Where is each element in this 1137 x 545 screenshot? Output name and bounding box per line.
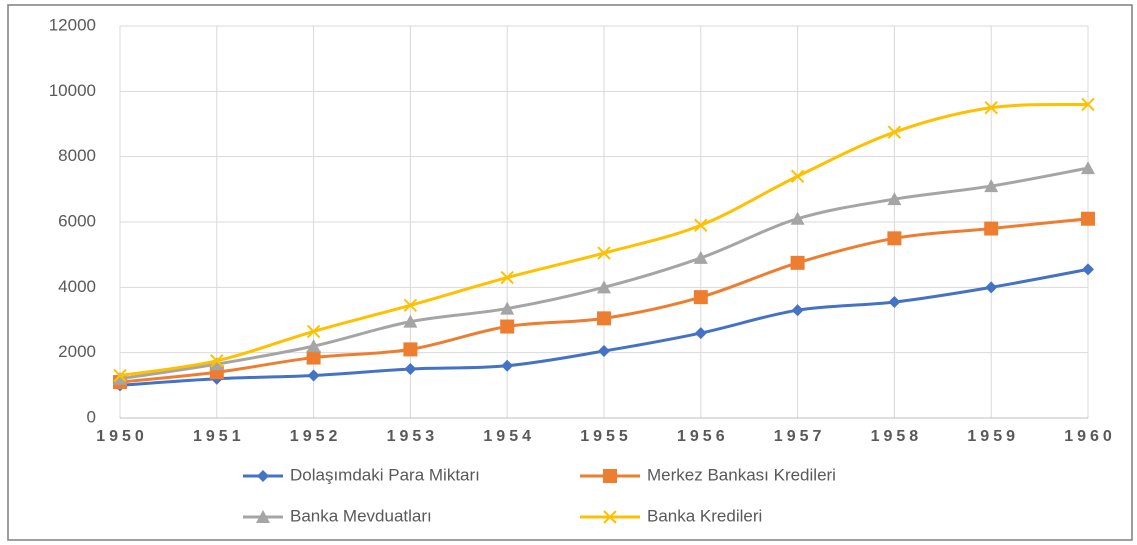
- y-tick-label: 4000: [58, 277, 96, 296]
- marker: [984, 221, 999, 236]
- x-tick-label: 1959: [967, 428, 1019, 445]
- marker: [500, 301, 515, 315]
- y-tick-label: 8000: [58, 146, 96, 165]
- marker: [887, 192, 902, 206]
- marker: [597, 311, 611, 326]
- marker: [307, 369, 320, 382]
- legend-label: Banka Kredileri: [647, 506, 762, 525]
- x-tick-label: 1951: [193, 428, 245, 445]
- y-tick-label: 10000: [49, 81, 96, 100]
- marker: [209, 357, 224, 371]
- x-tick-label: 1956: [677, 428, 729, 445]
- marker: [693, 290, 708, 305]
- marker: [694, 327, 707, 340]
- legend-marker: [257, 470, 269, 482]
- x-tick-label: 1955: [580, 428, 632, 445]
- marker: [403, 314, 418, 328]
- marker: [113, 371, 127, 385]
- marker: [984, 179, 999, 193]
- legend-label: Dolaşımdaki Para Miktarı: [290, 465, 480, 484]
- y-tick-label: 2000: [58, 342, 96, 361]
- marker: [984, 100, 998, 115]
- x-tick-label: 1954: [483, 428, 535, 445]
- legend-label: Banka Mevduatları: [290, 506, 432, 525]
- marker: [500, 319, 515, 334]
- marker: [500, 270, 514, 285]
- marker: [985, 281, 998, 294]
- marker: [597, 246, 611, 260]
- marker: [306, 339, 321, 353]
- marker: [693, 250, 708, 264]
- marker: [113, 368, 127, 383]
- legend-marker: [256, 510, 270, 523]
- marker: [306, 324, 321, 339]
- y-tick-label: 6000: [58, 211, 96, 230]
- marker: [791, 304, 804, 317]
- x-tick-label: 1952: [290, 428, 342, 445]
- chart-border: [7, 4, 1133, 541]
- marker: [887, 231, 902, 246]
- marker: [403, 298, 418, 313]
- marker: [404, 363, 417, 375]
- legend-marker: [603, 510, 617, 524]
- marker: [790, 211, 805, 225]
- x-tick-label: 1958: [871, 428, 923, 445]
- marker: [403, 342, 418, 357]
- marker: [501, 359, 514, 372]
- x-tick-label: 1950: [96, 428, 148, 445]
- marker: [790, 255, 805, 270]
- marker: [1081, 161, 1095, 175]
- marker: [888, 296, 901, 309]
- x-tick-label: 1953: [387, 428, 439, 445]
- marker: [597, 280, 611, 294]
- y-tick-label: 12000: [49, 15, 96, 34]
- legend-label: Merkez Bankası Kredileri: [647, 465, 836, 484]
- marker: [210, 354, 224, 368]
- x-tick-label: 1957: [774, 428, 826, 445]
- legend-marker: [603, 469, 617, 483]
- marker: [790, 169, 805, 183]
- marker: [306, 350, 321, 365]
- marker: [887, 125, 902, 139]
- marker: [598, 345, 610, 358]
- x-tick-label: 1960: [1064, 428, 1116, 445]
- marker: [1081, 97, 1095, 112]
- marker: [1082, 263, 1094, 276]
- marker: [694, 218, 708, 232]
- y-tick-label: 0: [87, 407, 96, 426]
- marker: [1081, 211, 1095, 226]
